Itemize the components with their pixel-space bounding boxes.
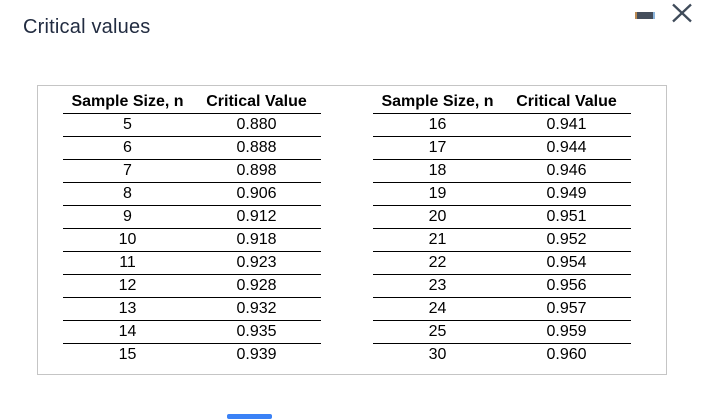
table-row: 7 0.898 [63, 159, 321, 183]
table-row: 22 0.954 [373, 251, 631, 275]
critical-values-table-left: Sample Size, n Critical Value 5 0.880 6 … [63, 92, 321, 366]
sample-size-cell: 10 [63, 228, 192, 252]
critical-value-cell: 0.898 [192, 159, 321, 183]
table-row: 30 0.960 [373, 343, 631, 366]
sample-size-cell: 22 [373, 251, 502, 275]
table-row: 23 0.956 [373, 274, 631, 298]
critical-value-cell: 0.928 [192, 274, 321, 298]
sample-size-cell: 13 [63, 297, 192, 321]
critical-values-panel: Sample Size, n Critical Value 5 0.880 6 … [37, 85, 667, 375]
table-row: 10 0.918 [63, 228, 321, 252]
sample-size-cell: 24 [373, 297, 502, 321]
minimize-button[interactable] [635, 8, 655, 19]
sample-size-cell: 6 [63, 136, 192, 160]
sample-size-cell: 17 [373, 136, 502, 160]
critical-value-cell: 0.956 [502, 274, 631, 298]
col-header-critical-value: Critical Value [192, 92, 321, 114]
table-row: 17 0.944 [373, 136, 631, 160]
sample-size-cell: 16 [373, 113, 502, 137]
critical-value-cell: 0.888 [192, 136, 321, 160]
critical-value-cell: 0.923 [192, 251, 321, 275]
sample-size-cell: 7 [63, 159, 192, 183]
critical-value-cell: 0.957 [502, 297, 631, 321]
table-row: 15 0.939 [63, 343, 321, 366]
critical-value-cell: 0.935 [192, 320, 321, 344]
sample-size-cell: 9 [63, 205, 192, 229]
minimize-icon [635, 11, 655, 19]
table-row: 20 0.951 [373, 205, 631, 229]
critical-value-cell: 0.939 [236, 345, 277, 363]
table-row: 14 0.935 [63, 320, 321, 344]
critical-value-cell: 0.954 [502, 251, 631, 275]
sample-size-cell: 11 [63, 251, 192, 275]
table-row: 16 0.941 [373, 113, 631, 137]
sample-size-cell: 25 [373, 320, 502, 344]
close-icon [671, 3, 693, 23]
close-button[interactable] [671, 3, 693, 23]
table-row: 5 0.880 [63, 113, 321, 137]
table-row: 24 0.957 [373, 297, 631, 321]
sample-size-cell: 5 [63, 113, 192, 137]
page-title: Critical values [23, 16, 151, 38]
table-row: 21 0.952 [373, 228, 631, 252]
table-header-row: Sample Size, n Critical Value [63, 92, 321, 114]
table-row: 11 0.923 [63, 251, 321, 275]
critical-value-cell: 0.918 [192, 228, 321, 252]
critical-value-cell: 0.959 [502, 320, 631, 344]
critical-value-cell: 0.946 [502, 159, 631, 183]
col-header-sample-size: Sample Size, n [63, 92, 192, 114]
table-row: 8 0.906 [63, 182, 321, 206]
critical-value-cell: 0.952 [502, 228, 631, 252]
critical-value-cell: 0.880 [192, 113, 321, 137]
sample-size-cell: 20 [373, 205, 502, 229]
table-row: 12 0.928 [63, 274, 321, 298]
table-row: 13 0.932 [63, 297, 321, 321]
critical-value-cell: 0.949 [502, 182, 631, 206]
critical-values-table-right: Sample Size, n Critical Value 16 0.941 1… [373, 92, 631, 366]
sample-size-cell: 15 [118, 345, 137, 363]
sample-size-cell: 19 [373, 182, 502, 206]
critical-value-cell: 0.941 [502, 113, 631, 137]
sample-size-cell: 23 [373, 274, 502, 298]
table-row: 25 0.959 [373, 320, 631, 344]
col-header-sample-size: Sample Size, n [373, 92, 502, 114]
bottom-accent-bar [227, 414, 272, 419]
sample-size-cell: 12 [63, 274, 192, 298]
table-row: 19 0.949 [373, 182, 631, 206]
table-row: 18 0.946 [373, 159, 631, 183]
critical-value-cell: 0.951 [502, 205, 631, 229]
critical-value-cell: 0.906 [192, 182, 321, 206]
critical-value-cell: 0.960 [546, 345, 587, 363]
sample-size-cell: 30 [428, 345, 447, 363]
table-header-row: Sample Size, n Critical Value [373, 92, 631, 114]
sample-size-cell: 8 [63, 182, 192, 206]
critical-value-cell: 0.912 [192, 205, 321, 229]
sample-size-cell: 18 [373, 159, 502, 183]
window-controls [635, 2, 693, 24]
critical-value-cell: 0.944 [502, 136, 631, 160]
sample-size-cell: 21 [373, 228, 502, 252]
critical-value-cell: 0.932 [192, 297, 321, 321]
col-header-critical-value: Critical Value [502, 92, 631, 114]
table-row: 9 0.912 [63, 205, 321, 229]
sample-size-cell: 14 [63, 320, 192, 344]
table-row: 6 0.888 [63, 136, 321, 160]
